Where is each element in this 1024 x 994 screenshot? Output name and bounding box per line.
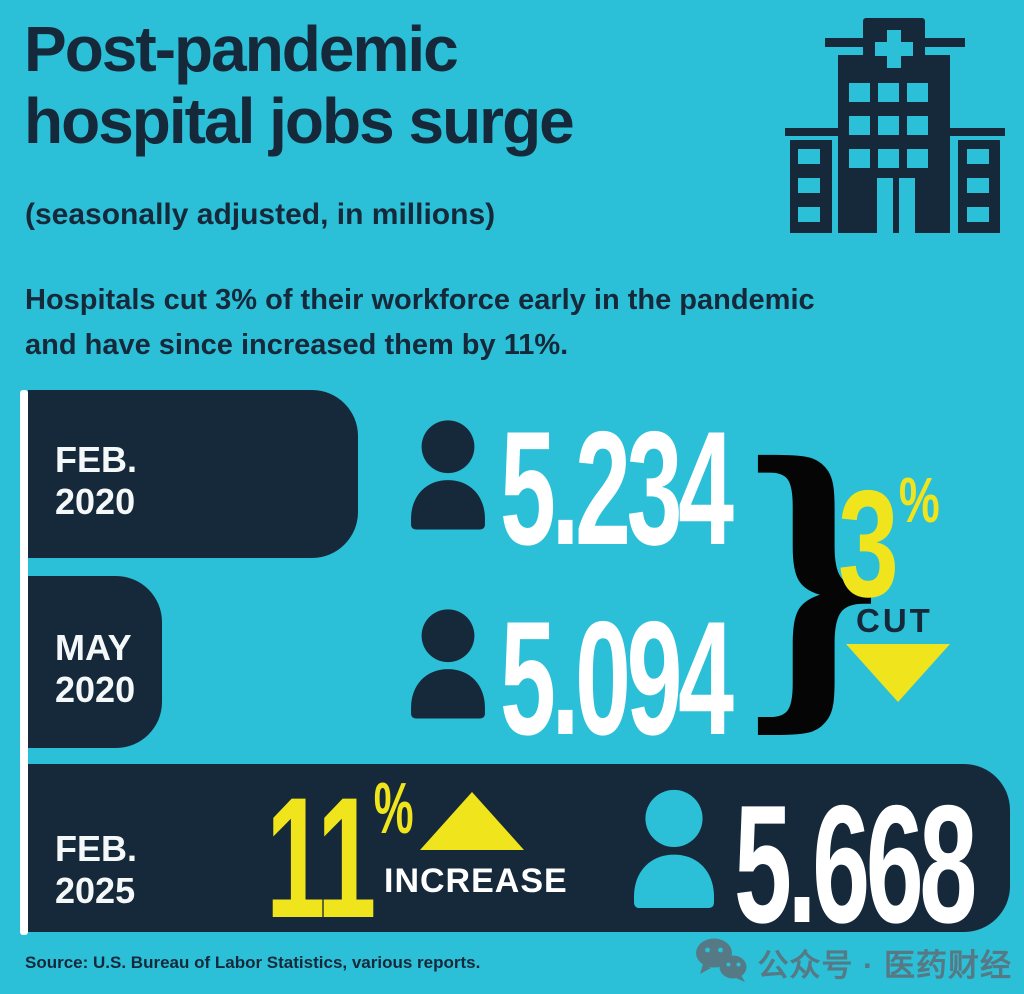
person-icon	[626, 788, 722, 913]
bar-feb-2025: FEB. 2025 11% INCREASE 5.668	[28, 764, 1010, 948]
cut-percent-sign: %	[898, 464, 940, 537]
bar-label-feb-2025: FEB. 2025	[28, 814, 137, 913]
watermark-text: 公众号 · 医药财经	[757, 948, 1012, 983]
person-icon	[404, 416, 492, 537]
increase-percent: 11%	[266, 772, 414, 944]
page-title: Post-pandemic hospital jobs surge	[24, 13, 575, 157]
hospital-building-icon	[785, 8, 1005, 241]
increase-label: INCREASE	[384, 862, 568, 900]
intro-line-2: and have since increased them by 11%.	[25, 328, 569, 361]
cut-percent-number: 3	[838, 459, 899, 629]
intro-text: Hospitals cut 3% of their workforce earl…	[25, 278, 815, 368]
bar-label-line1: FEB.	[55, 828, 138, 869]
bar-label-line1: FEB.	[55, 438, 138, 480]
source-text: Source: U.S. Bureau of Labor Statistics,…	[25, 953, 481, 972]
watermark: 公众号 · 医药财经	[695, 938, 1012, 987]
title-line-2: hospital jobs surge	[24, 84, 575, 157]
cut-percent: 3%	[838, 468, 940, 620]
wechat-icon	[695, 938, 747, 987]
bar-label-line2: 2020	[55, 481, 136, 522]
value-feb-2020: 5.234	[500, 398, 734, 579]
bar-label-line2: 2020	[55, 669, 136, 710]
increase-arrow-up-icon	[420, 792, 524, 850]
increase-percent-sign: %	[373, 769, 414, 850]
bar-may-2020: MAY 2020	[28, 576, 162, 748]
bar-chart: FEB. 2020 5.234 MAY 2020 5.094 }	[0, 386, 1024, 948]
bar-label-may-2020: MAY 2020	[28, 613, 162, 712]
chart-axis-line	[20, 390, 28, 935]
bar-label-line2: 2025	[55, 870, 136, 912]
bar-label-feb-2020: FEB. 2020	[28, 425, 358, 524]
bar-feb-2020: FEB. 2020	[28, 390, 358, 558]
bar-label-line1: MAY	[55, 626, 132, 668]
title-line-1: Post-pandemic	[24, 13, 459, 85]
cut-label: CUT	[856, 602, 933, 639]
increase-percent-number: 11	[266, 762, 376, 954]
page-subtitle: (seasonally adjusted, in millions)	[25, 198, 496, 231]
cut-arrow-down-icon	[846, 644, 950, 702]
value-may-2020: 5.094	[500, 588, 734, 769]
person-icon	[404, 605, 492, 726]
intro-line-1: Hospitals cut 3% of their workforce earl…	[25, 284, 815, 316]
value-feb-2025: 5.668	[734, 770, 977, 958]
